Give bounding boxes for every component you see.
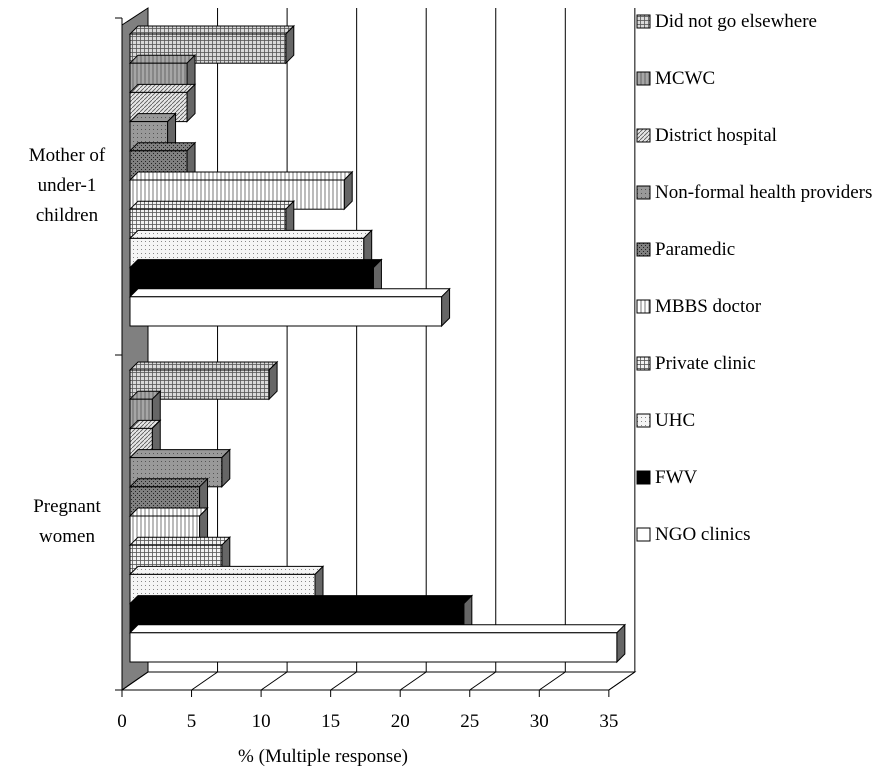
legend-label: MBBS doctor [655,296,762,317]
category-label: Mother of under-1 children [28,145,106,226]
legend-swatch [636,242,651,257]
bar-top [128,565,325,575]
bar-top [128,624,627,634]
tick-mark [399,671,427,691]
legend-label: FWV [655,467,698,488]
bar-top [128,25,295,35]
bar-top [128,449,232,459]
bar-top [128,507,209,517]
category-label: Pregnant women [33,496,101,547]
bar [129,296,443,327]
x-axis-label: % (Multiple response) [238,746,408,767]
legend-label: Did not go elsewhere [655,11,817,32]
x-tick-label: 10 [252,711,271,732]
bar-top [128,259,383,269]
x-tick-label: 15 [321,711,340,732]
legend-swatch [636,356,651,371]
x-tick-label: 0 [117,711,127,732]
bar-top [128,229,373,239]
x-tick-label: 35 [599,711,618,732]
legend-swatch [636,299,651,314]
bar-top [128,288,451,298]
x-tick-label: 25 [460,711,479,732]
tick-mark [191,671,218,691]
bar-top [128,171,354,181]
bar-top [128,200,295,210]
bar-top [128,83,197,93]
legend-label: NGO clinics [655,524,751,545]
legend-label: MCWC [655,68,716,89]
tick-mark [469,671,497,691]
x-tick-label: 5 [187,711,197,732]
tick-mark [330,671,357,691]
x-tick-label: 20 [391,711,410,732]
legend-label: Non-formal health providers [655,182,873,203]
legend-swatch [636,14,651,29]
bar-top [128,536,232,546]
tick-mark [539,671,566,691]
legend-label: UHC [655,410,696,431]
bar-top [128,54,197,64]
tick-mark [121,671,149,691]
legend-label: District hospital [655,125,777,146]
legend-swatch [636,71,651,86]
legend-swatch [636,185,651,200]
bar-top [128,142,197,152]
tick-mark [608,671,636,691]
bar-top [128,595,474,605]
legend-swatch [636,527,651,542]
bar-top [128,478,209,488]
legend-label: Private clinic [655,353,756,374]
x-tick-label: 30 [530,711,549,732]
bar [129,632,618,663]
legend-swatch [636,128,651,143]
floor [120,671,637,691]
legend-swatch [636,413,651,428]
tick-mark [260,671,288,691]
bar-top [128,361,279,371]
legend-label: Paramedic [655,239,736,260]
legend-swatch [636,470,651,485]
